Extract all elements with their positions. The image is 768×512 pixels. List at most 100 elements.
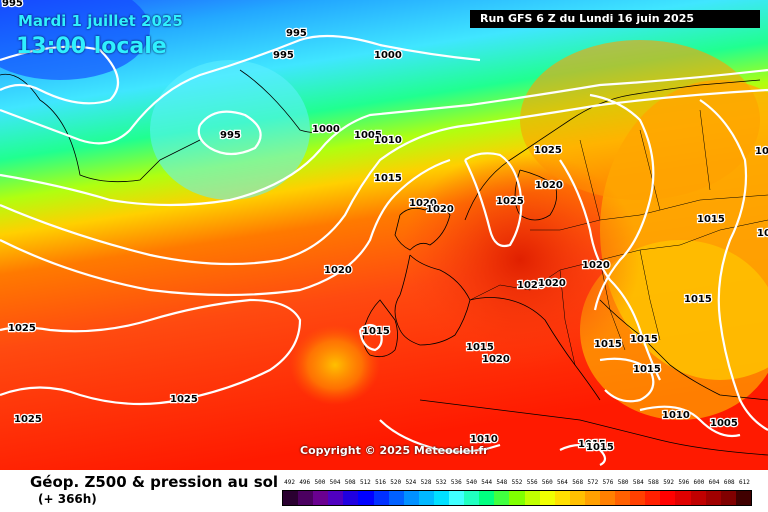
legend-swatch [660, 491, 676, 505]
legend-value: 528 [420, 479, 432, 486]
isobar-labels: 995 995 995 1000 995 1000 1005 1010 1015… [1, 0, 768, 454]
legend-swatch [675, 491, 691, 505]
isobar-label: 1015 [755, 146, 768, 157]
isobar-label: 1025 [534, 145, 562, 156]
legend-swatch [554, 491, 570, 505]
legend-swatch [464, 491, 480, 505]
isobar-label: 1005 [710, 418, 738, 429]
legend-value: 576 [602, 479, 614, 486]
isobar-label: 1010 [662, 410, 690, 421]
legend-labels: 492 496 500 504 508 512 516 520 524 528 532 536 540 5… [282, 479, 752, 489]
isobar-label: 1020 [482, 354, 510, 365]
legend-value: 532 [435, 479, 447, 486]
isobar-label: 1015 [684, 294, 712, 305]
legend-swatch [705, 491, 721, 505]
footer-subtitle: (+ 366h) [38, 492, 97, 506]
legend-value: 540 [466, 479, 477, 486]
legend-value: 572 [587, 479, 599, 486]
color-legend [282, 490, 752, 506]
isobar-label: 1015 [586, 442, 614, 453]
legend-value: 568 [572, 479, 584, 486]
legend-value: 600 [693, 479, 705, 486]
footer-title: Géop. Z500 & pression au sol [30, 473, 279, 491]
legend-value: 524 [405, 479, 417, 486]
legend-swatch [403, 491, 419, 505]
legend-swatch [494, 491, 510, 505]
isobar-label: 1020 [538, 278, 566, 289]
run-banner: Run GFS 6 Z du Lundi 16 juin 2025 [470, 10, 760, 28]
legend-value: 520 [390, 479, 402, 486]
isobar-label: 1025 [8, 323, 36, 334]
isobar-label: 1020 [409, 198, 437, 209]
legend-value: 516 [375, 479, 386, 486]
copyright: Copyright © 2025 Meteociel.fr [300, 444, 489, 457]
isobar-label: 1025 [14, 414, 42, 425]
legend-value: 492 [284, 479, 295, 486]
isobar-label: 1010 [374, 135, 402, 146]
isobar-label: 995 [2, 0, 23, 9]
legend-swatch [569, 491, 585, 505]
isobar-label: 1015 [633, 364, 661, 375]
legend-swatch [373, 491, 389, 505]
legend-swatch [388, 491, 404, 505]
isobar-label: 1020 [517, 280, 545, 291]
legend-swatch [449, 491, 465, 505]
isobar-label: 1020 [324, 265, 352, 276]
cut-off-low-iberia [290, 325, 380, 405]
legend-swatch [298, 491, 314, 505]
legend-value: 580 [617, 479, 629, 486]
legend-swatch [539, 491, 555, 505]
legend-swatch [615, 491, 631, 505]
legend-value: 556 [526, 479, 538, 486]
forecast-time: 13:00 locale [16, 34, 167, 59]
legend-value: 584 [632, 479, 644, 486]
isobar-label: 1015 [697, 214, 725, 225]
weather-map: 995 995 995 1000 995 1000 1005 1010 1015… [0, 0, 768, 470]
legend-value: 596 [678, 479, 690, 486]
legend-swatch [584, 491, 600, 505]
isobar-label: 995 [273, 50, 294, 61]
isobar-label: 1015 [578, 439, 606, 450]
legend-value: 560 [541, 479, 553, 486]
coastlines [0, 69, 768, 456]
isobar-label: 1015 [630, 334, 658, 345]
legend-value: 504 [329, 479, 341, 486]
legend-swatch [720, 491, 736, 505]
legend-swatch [433, 491, 450, 505]
isobar-label: 1020 [582, 260, 610, 271]
legend-swatch [358, 491, 374, 505]
legend-value: 604 [708, 479, 720, 486]
isobar-label: 1020 [535, 180, 563, 191]
isobar-label: 1015 [594, 339, 622, 350]
legend-value: 512 [359, 479, 371, 486]
legend-swatch [690, 491, 706, 505]
legend-swatch [645, 491, 661, 505]
legend-swatch [479, 491, 495, 505]
legend-swatch [735, 491, 751, 505]
legend-swatch [524, 491, 540, 505]
isobar-label: 1025 [170, 394, 198, 405]
legend-swatch [313, 491, 329, 505]
isobar-label: 1015 [362, 326, 390, 337]
isobar-label: 1000 [374, 50, 402, 61]
isobar-label: 1015 [374, 173, 402, 184]
legend-swatch [509, 491, 525, 505]
legend-value: 588 [648, 479, 659, 486]
isobar-label: 1020 [426, 204, 454, 215]
legend-value: 548 [496, 479, 508, 486]
country-borders [469, 109, 768, 366]
legend-swatch [630, 491, 646, 505]
legend-value: 608 [723, 479, 735, 486]
isobar-label: 1015 [757, 228, 768, 239]
legend-swatch [418, 491, 434, 505]
legend-value: 552 [511, 479, 523, 486]
legend-value: 544 [481, 479, 493, 486]
legend-swatch [599, 491, 616, 505]
legend-swatch [343, 491, 359, 505]
legend-value: 496 [299, 479, 311, 486]
legend-value: 500 [314, 479, 326, 486]
deep-low-northwest [0, 0, 150, 80]
isobars [0, 34, 768, 466]
isobar-label: 995 [286, 28, 307, 39]
ridge-core [400, 150, 640, 370]
